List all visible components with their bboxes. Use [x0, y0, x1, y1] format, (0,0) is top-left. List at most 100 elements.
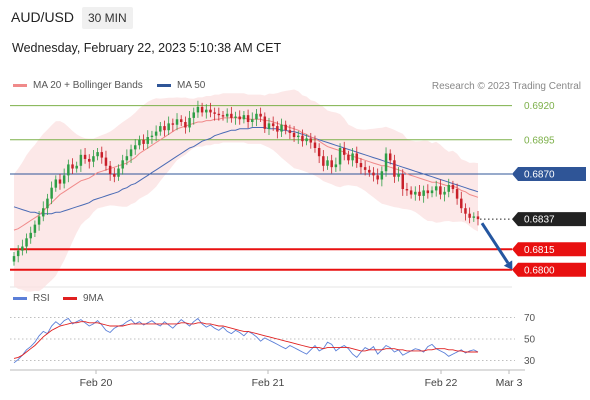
candle-body	[393, 160, 396, 177]
candle-body	[284, 124, 287, 131]
candle-body	[280, 124, 283, 132]
candle-body	[113, 174, 116, 177]
candle-body	[96, 152, 99, 157]
candle-body	[46, 198, 49, 209]
legend-ma20: MA 20 + Bollinger Bands	[13, 80, 143, 91]
candle-body	[184, 122, 187, 128]
candle-body	[88, 158, 91, 162]
x-tick-label: Feb 20	[80, 377, 113, 389]
rsi-tick-label: 70	[524, 313, 536, 324]
candle-body	[439, 186, 442, 195]
candle-body	[468, 213, 471, 218]
level-label-0.6920: 0.6920	[524, 101, 555, 112]
candle-body	[163, 126, 166, 131]
legend-ma20-label: MA 20 + Bollinger Bands	[33, 80, 143, 91]
candle-body	[150, 135, 154, 138]
candle-body	[125, 156, 129, 161]
candle-body	[317, 148, 321, 157]
x-tick-label: Mar 3	[496, 377, 523, 389]
candle-body	[472, 216, 476, 218]
candle-body	[447, 184, 450, 192]
candle-body	[142, 139, 145, 144]
legend-ma20-swatch	[13, 84, 27, 87]
rsi-tick-label: 50	[524, 335, 536, 346]
candle-body	[372, 172, 375, 176]
rsi-tick-label: 30	[524, 356, 536, 367]
candle-body	[230, 113, 233, 118]
candle-body	[451, 184, 455, 190]
level-tag-0.6815	[512, 242, 586, 257]
ma20-line	[13, 117, 479, 231]
candle-body	[67, 164, 70, 176]
candle-body	[297, 135, 300, 138]
candle-body	[200, 106, 204, 113]
candle-body	[159, 126, 162, 132]
candle-body	[342, 148, 346, 155]
candle-body	[171, 123, 175, 125]
level-label-0.6870: 0.6870	[524, 170, 555, 181]
candle-body	[62, 175, 66, 184]
candle-body	[213, 112, 216, 114]
candle-body	[338, 148, 342, 165]
candle-body	[334, 164, 338, 168]
legend-ma50-label: MA 50	[177, 80, 206, 91]
candle-body	[75, 165, 78, 169]
candle-body	[313, 142, 317, 148]
candle-body	[29, 232, 32, 239]
candle-body	[104, 157, 108, 166]
candle-body	[309, 138, 313, 143]
candle-body	[347, 154, 350, 161]
candle-body	[418, 191, 421, 196]
candle-body	[21, 246, 24, 251]
candle-body	[368, 169, 371, 173]
candle-body	[414, 191, 417, 195]
candle-body	[380, 171, 384, 180]
candle-body	[326, 160, 329, 166]
candle-body	[167, 123, 170, 131]
x-tick-label: Feb 22	[425, 377, 458, 389]
candle-body	[138, 139, 141, 146]
legend-ma50: MA 50	[157, 80, 205, 91]
legend-rsi-label: RSI	[33, 293, 50, 304]
candle-body	[50, 187, 53, 199]
legend-9ma-label: 9MA	[83, 293, 104, 304]
candle-body	[12, 256, 16, 262]
timeframe-badge[interactable]: 30 MIN	[82, 7, 133, 29]
legend-9ma-swatch	[63, 297, 77, 300]
candle-body	[33, 224, 37, 233]
candle-body	[405, 189, 409, 191]
candle-body	[401, 174, 404, 190]
level-label-0.6815: 0.6815	[524, 245, 555, 256]
candle-body	[322, 156, 325, 166]
legend-rsi-swatch	[13, 297, 27, 300]
level-tag-0.6870	[512, 167, 586, 181]
candle-body	[246, 115, 250, 122]
candle-body	[146, 137, 150, 144]
candle-body	[234, 116, 237, 118]
candle-body	[351, 153, 354, 161]
candle-body	[37, 216, 41, 225]
chart-datetime: Wednesday, February 22, 2023 5:10:38 AM …	[12, 41, 282, 55]
candle-body	[129, 149, 133, 157]
candle-body	[205, 109, 208, 113]
candle-body	[376, 175, 379, 180]
symbol-title: AUD/USD	[11, 9, 75, 25]
candle-body	[409, 190, 413, 195]
rsi-line	[13, 317, 479, 364]
x-tick-label: Feb 21	[252, 377, 285, 389]
candle-body	[263, 116, 267, 129]
legend-rsi: RSI	[13, 293, 50, 304]
candle-body	[175, 119, 179, 125]
candle-body	[422, 190, 425, 196]
candle-body	[217, 113, 221, 116]
candle-body	[209, 109, 212, 113]
candle-body	[460, 198, 463, 209]
candle-body	[251, 119, 254, 122]
candle-body	[464, 208, 467, 214]
candle-body	[154, 131, 158, 136]
rsi-9ma-line	[13, 321, 478, 359]
candle-body	[301, 135, 304, 142]
candle-body	[188, 117, 191, 128]
candle-body	[476, 216, 480, 220]
